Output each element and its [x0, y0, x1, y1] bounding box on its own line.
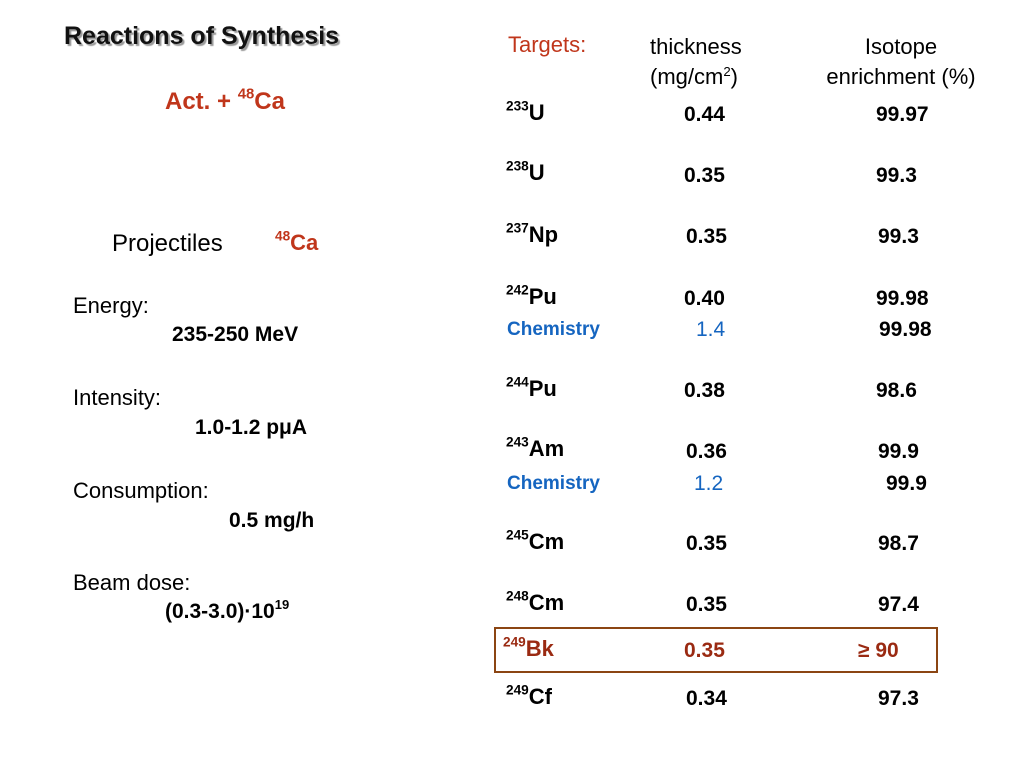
enrichment-u238: 99.3 [876, 164, 917, 187]
chemistry-thickness-pu: 1.4 [696, 318, 726, 341]
intensity-value: 1.0-1.2 pμA [195, 416, 308, 439]
reaction-mass: 48 [237, 86, 255, 103]
enrichment-np237: 99.3 [878, 225, 919, 248]
target-isotope-u238: 238U [506, 158, 545, 185]
target-isotope-bk249: 249Bk [503, 634, 554, 661]
consumption-value: 0.5 mg/h [229, 509, 315, 532]
target-isotope-cm245: 245Cm [506, 527, 565, 554]
enrichment-am243: 99.9 [878, 440, 919, 463]
thickness-np237: 0.35 [686, 225, 727, 248]
enrichment-pu244: 98.6 [876, 379, 917, 402]
target-isotope-u233: 233U [506, 98, 545, 125]
projectile-mass: 48 [275, 228, 291, 244]
enrichment-header: Isotope enrichment (%) [812, 32, 990, 92]
target-isotope-am243: 243Am [506, 434, 565, 461]
beam-dose-label: Beam dose: [73, 570, 191, 595]
energy-value: 235-250 MeV [172, 323, 299, 346]
thickness-pu244: 0.38 [684, 379, 725, 402]
thickness-cm245: 0.35 [686, 532, 727, 555]
target-isotope-cf249: 249Cf [506, 682, 552, 709]
target-isotope-np237: 237Np [506, 220, 559, 247]
projectile-ion: 48Ca [275, 228, 319, 256]
enrichment-u233: 99.97 [876, 103, 929, 126]
projectile-symbol: Ca [290, 230, 319, 255]
thickness-am243: 0.36 [686, 440, 727, 463]
target-isotope-pu244: 244Pu [506, 374, 557, 401]
slide-title: Reactions of Synthesis [64, 22, 340, 50]
reaction-symbol: Ca [254, 88, 285, 115]
reaction-prefix: Act. + [165, 88, 238, 115]
thickness-cm248: 0.35 [686, 593, 727, 616]
beam-dose-value: (0.3-3.0)·1019 [165, 596, 290, 624]
enrichment-bk249: ≥ 90 [858, 639, 899, 662]
enrichment-header-line2: enrichment (%) [826, 64, 976, 89]
thickness-u233: 0.44 [684, 103, 725, 126]
energy-label: Energy: [73, 293, 149, 318]
target-isotope-cm248: 248Cm [506, 588, 565, 615]
thickness-header-line1: thickness [650, 34, 742, 59]
projectiles-label: Projectiles [112, 230, 223, 257]
enrichment-cm245: 98.7 [878, 532, 919, 555]
thickness-pu242: 0.40 [684, 287, 725, 310]
enrichment-pu242: 99.98 [876, 287, 929, 310]
beam-dose-exponent: 19 [274, 596, 290, 612]
thickness-header: thickness (mg/cm2) [650, 32, 742, 92]
chemistry-label-pu: Chemistry [507, 319, 600, 340]
consumption-label: Consumption: [73, 478, 209, 503]
enrichment-header-line1: Isotope [864, 34, 938, 59]
chemistry-thickness-am: 1.2 [694, 472, 724, 495]
chemistry-enrichment-pu: 99.98 [879, 318, 932, 341]
thickness-bk249: 0.35 [684, 639, 725, 662]
enrichment-cm248: 97.4 [878, 593, 919, 616]
beam-dose-mantissa: (0.3-3.0)·10 [165, 600, 275, 623]
target-isotope-pu242: 242Pu [506, 282, 557, 309]
enrichment-cf249: 97.3 [878, 687, 919, 710]
reaction-formula: Act. + 48Ca [165, 86, 285, 116]
highlight-box-bk [494, 627, 938, 673]
thickness-cf249: 0.34 [686, 687, 727, 710]
intensity-label: Intensity: [73, 385, 162, 410]
thickness-u238: 0.35 [684, 164, 725, 187]
chemistry-label-am: Chemistry [507, 473, 600, 494]
chemistry-enrichment-am: 99.9 [886, 472, 927, 495]
targets-header: Targets: [508, 32, 587, 57]
thickness-header-line2: (mg/cm2) [650, 64, 738, 89]
